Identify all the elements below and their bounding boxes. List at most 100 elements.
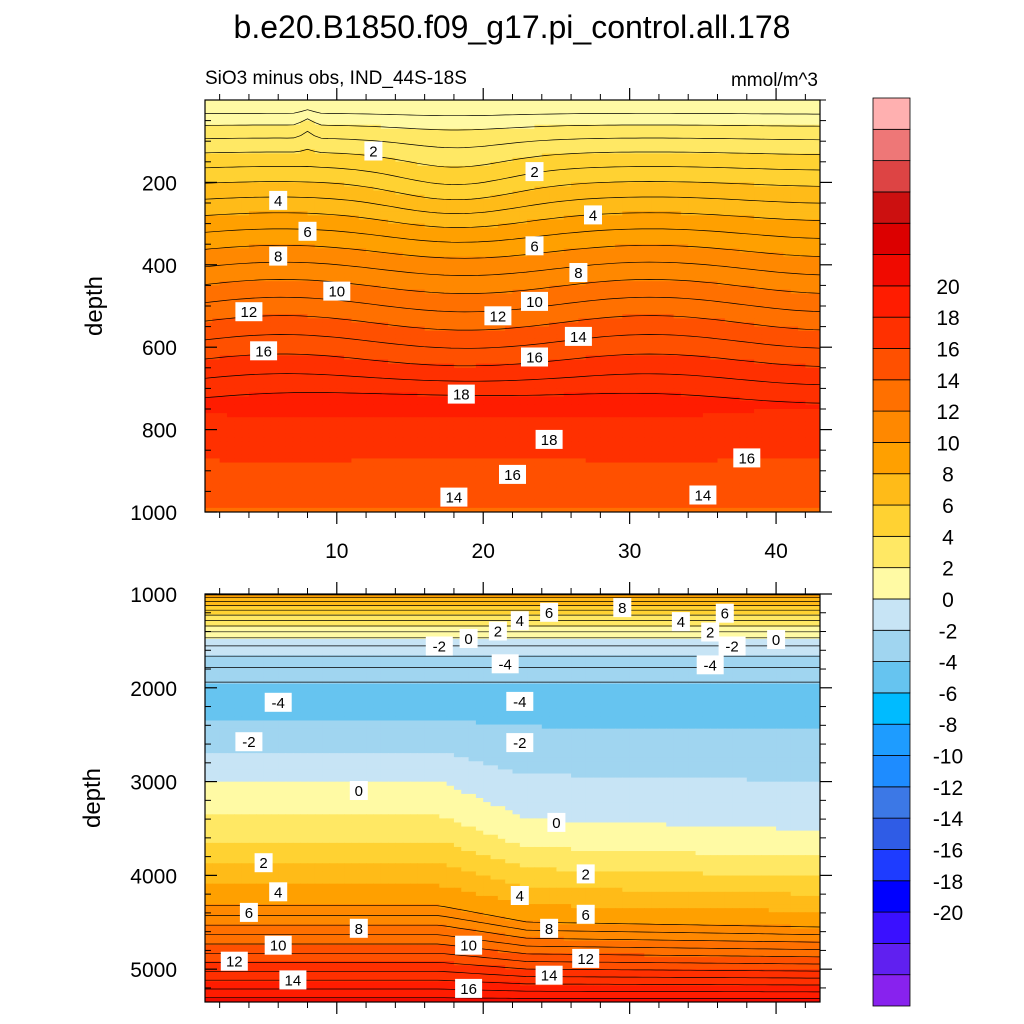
field-cell	[615, 161, 623, 167]
field-cell	[783, 215, 792, 221]
field-cell	[424, 112, 433, 118]
field-cell	[790, 330, 799, 336]
field-cell	[593, 277, 601, 282]
field-cell	[666, 293, 675, 299]
field-cell	[248, 137, 257, 142]
field-cell	[424, 203, 433, 208]
field-cell	[402, 248, 411, 254]
field-cell	[549, 132, 558, 138]
field-cell	[644, 215, 653, 221]
field-cell	[490, 137, 499, 142]
field-cell	[322, 124, 331, 130]
field-cell	[475, 112, 484, 118]
field-cell	[695, 182, 704, 188]
field-cell	[783, 223, 792, 229]
field-cell	[285, 281, 294, 286]
field-cell	[783, 289, 792, 295]
field-cell	[680, 281, 689, 286]
field-cell	[746, 194, 755, 200]
field-cell	[688, 203, 697, 208]
field-cell	[322, 198, 331, 204]
field-cell	[702, 108, 711, 113]
field-cell	[776, 285, 784, 291]
field-cell	[285, 100, 294, 105]
field-cell	[512, 310, 521, 315]
field-cell	[622, 322, 631, 328]
field-cell	[658, 301, 667, 307]
field-cell	[424, 137, 433, 142]
field-cell	[483, 100, 492, 105]
field-cell	[270, 157, 279, 163]
field-cell	[702, 248, 711, 254]
field-cell	[461, 318, 470, 324]
field-cell	[278, 182, 287, 188]
field-cell	[453, 252, 462, 258]
field-cell	[519, 100, 528, 105]
field-cell	[710, 211, 719, 216]
field-cell	[256, 137, 265, 142]
field-cell	[263, 289, 272, 295]
field-cell	[468, 256, 477, 262]
field-cell	[798, 260, 806, 266]
field-cell	[336, 273, 345, 278]
field-cell	[768, 301, 777, 307]
field-cell	[483, 153, 492, 159]
field-cell	[490, 182, 499, 188]
field-cell	[622, 186, 631, 192]
field-cell	[380, 281, 389, 286]
field-cell	[717, 153, 726, 159]
field-cell	[468, 211, 477, 216]
field-cell	[373, 137, 382, 142]
field-cell	[402, 194, 411, 200]
field-cell	[358, 132, 367, 138]
field-cell	[410, 124, 418, 130]
field-cell	[219, 120, 228, 126]
field-cell	[505, 264, 514, 270]
field-cell	[395, 289, 404, 295]
field-cell	[717, 301, 726, 307]
field-cell	[615, 223, 623, 229]
field-cell	[234, 326, 243, 332]
field-cell	[710, 277, 719, 282]
field-cell	[248, 227, 257, 233]
field-cell	[468, 203, 477, 208]
field-cell	[431, 223, 440, 229]
field-cell	[234, 178, 243, 183]
field-cell	[710, 112, 719, 118]
field-cell	[410, 330, 418, 336]
field-cell	[475, 194, 484, 200]
field-cell	[593, 203, 601, 208]
field-cell	[805, 318, 814, 324]
field-cell	[593, 153, 601, 159]
field-cell	[658, 334, 667, 340]
field-cell	[600, 306, 609, 311]
field-cell	[710, 190, 719, 196]
field-cell	[263, 231, 272, 237]
field-cell	[746, 198, 755, 204]
field-cell	[256, 108, 265, 113]
field-cell	[644, 145, 653, 151]
field-cell	[395, 318, 404, 324]
field-cell	[746, 186, 755, 192]
field-cell	[358, 227, 367, 233]
field-cell	[263, 330, 272, 336]
field-cell	[746, 182, 755, 188]
field-cell	[798, 124, 806, 130]
field-cell	[410, 108, 418, 113]
field-cell	[234, 248, 243, 254]
field-cell	[556, 277, 565, 282]
field-cell	[636, 112, 645, 118]
field-cell	[651, 137, 660, 142]
field-cell	[658, 235, 667, 241]
field-cell	[366, 235, 374, 241]
field-cell	[636, 190, 645, 196]
field-cell	[746, 174, 755, 179]
field-cell	[512, 314, 521, 319]
field-cell	[732, 170, 741, 175]
field-cell	[739, 116, 748, 122]
field-cell	[695, 289, 704, 295]
field-cell	[666, 289, 675, 295]
field-cell	[710, 124, 719, 130]
field-cell	[424, 273, 433, 278]
field-cell	[732, 203, 741, 208]
